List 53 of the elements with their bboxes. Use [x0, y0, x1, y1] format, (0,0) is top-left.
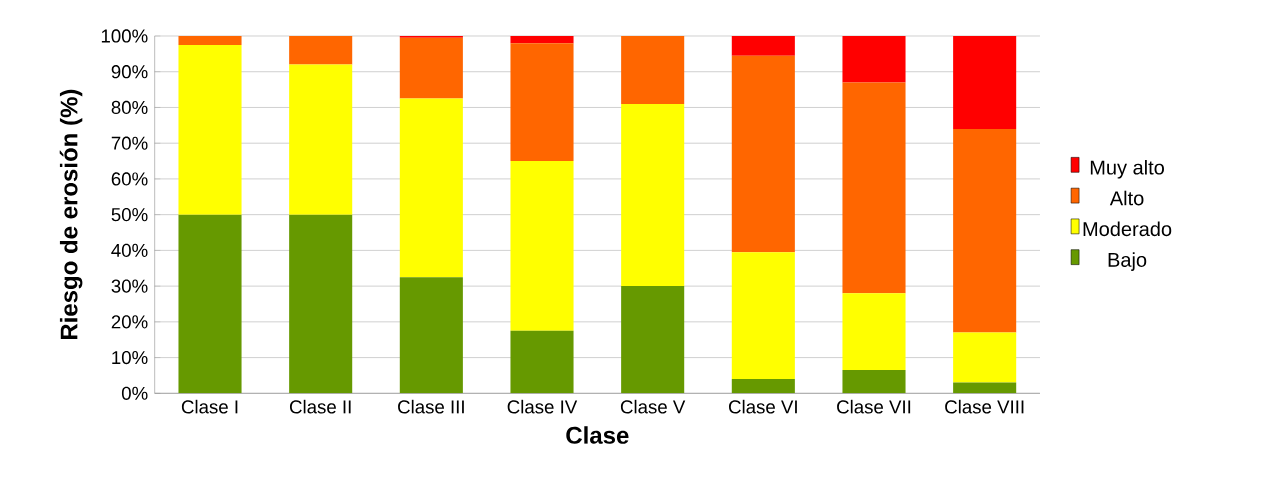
y-tick-label: 0%	[121, 386, 148, 400]
x-tick-label: Clase III	[398, 399, 464, 414]
bar	[510, 330, 574, 394]
bar	[621, 286, 685, 394]
bar	[178, 35, 242, 45]
bar	[510, 35, 574, 44]
y-tick-label: 60%	[111, 172, 148, 186]
bar	[731, 252, 795, 380]
bar	[953, 128, 1017, 333]
bar	[731, 35, 795, 56]
y-tick-label: 100%	[101, 29, 148, 43]
x-tick-label: Clase VI	[729, 399, 797, 414]
x-tick-label: Clase V	[620, 399, 686, 414]
legend-label: Bajo	[1108, 252, 1147, 271]
bar	[178, 44, 242, 215]
legend-label: Alto	[1109, 190, 1144, 206]
bar	[510, 161, 574, 331]
legend-label: Muy alto	[1090, 159, 1164, 179]
bar	[842, 35, 906, 83]
y-axis-title: Riesgo de erosión (%)	[59, 89, 83, 340]
bar	[289, 214, 353, 394]
bar	[731, 379, 795, 394]
bar	[399, 277, 463, 394]
y-tick-label: 30%	[111, 279, 148, 293]
x-tick-label: Clase I	[181, 399, 238, 414]
bar	[289, 64, 353, 215]
bar	[621, 103, 685, 287]
bar	[399, 37, 463, 99]
bar	[510, 43, 574, 162]
bar	[731, 55, 795, 253]
bar	[178, 214, 242, 394]
y-tick-label: 40%	[111, 243, 148, 257]
y-tick-label: 90%	[111, 65, 148, 79]
bar	[399, 98, 463, 278]
y-tick-label: 50%	[111, 208, 148, 222]
legend-label: Moderado	[1083, 221, 1172, 237]
x-tick-label: Clase VII	[837, 399, 911, 414]
bar	[953, 332, 1017, 383]
bar	[842, 293, 906, 371]
x-tick-label: Clase IV	[507, 399, 578, 414]
x-axis-title: Clase	[566, 426, 629, 444]
y-tick-label: 10%	[112, 350, 148, 365]
y-tick-label: 70%	[111, 136, 148, 150]
bar	[842, 370, 906, 394]
y-tick-label: 20%	[111, 315, 148, 329]
bar	[953, 382, 1017, 394]
bar	[953, 35, 1017, 129]
bar	[289, 35, 353, 65]
bar	[621, 35, 685, 104]
y-tick-label: 80%	[111, 100, 148, 115]
x-tick-label: Clase II	[289, 399, 351, 414]
bar	[842, 82, 906, 294]
x-tick-label: Clase VIII	[945, 399, 1024, 414]
